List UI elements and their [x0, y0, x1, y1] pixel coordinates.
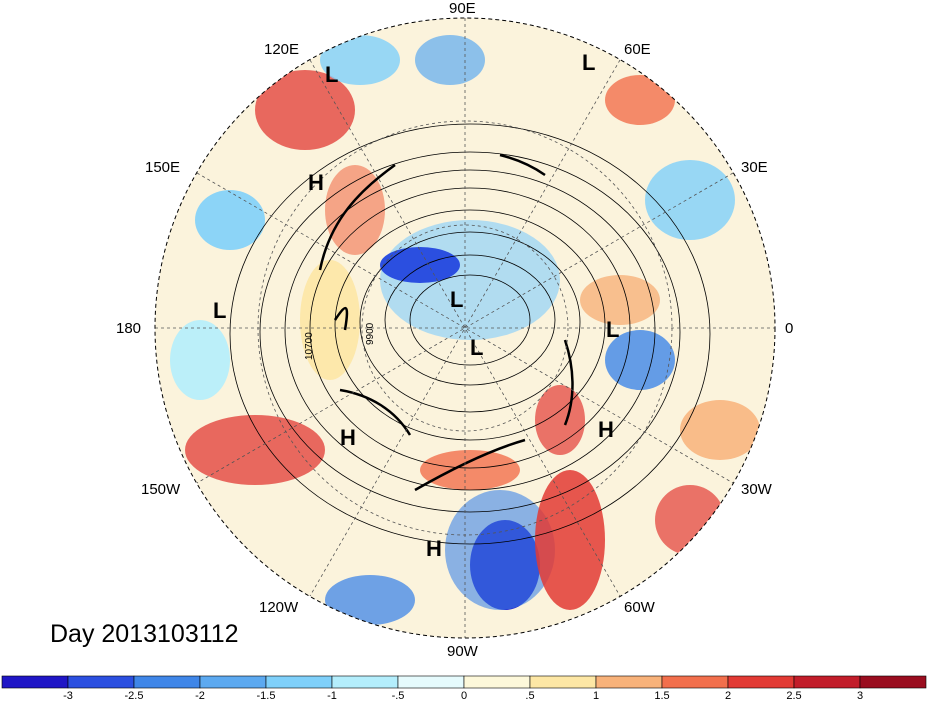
- colorbar: -3 -2.5 -2 -1.5 -1 -.5 0 .5 1 1.5 2 2.5 3: [1, 675, 927, 702]
- lon-label-30e: 30E: [741, 159, 768, 176]
- colorbar-swatch: [67, 675, 135, 689]
- colorbar-swatch: [265, 675, 333, 689]
- lon-label-90w: 90W: [447, 643, 478, 660]
- lon-label-90e: 90E: [449, 0, 476, 17]
- pressure-centers: L L H L L L L H H H: [213, 50, 619, 561]
- colorbar-swatch: [331, 675, 399, 689]
- jet-contours: [318, 153, 574, 492]
- pressure-center-marker: L: [470, 335, 483, 360]
- lon-label-180: 180: [116, 320, 142, 337]
- colorbar-swatch: [661, 675, 729, 689]
- meridians: [155, 18, 775, 638]
- lon-label-60e: 60E: [624, 41, 651, 58]
- pressure-center-marker: L: [582, 50, 595, 75]
- page-title: Day 2013103112: [50, 620, 239, 648]
- lon-label-30w: 30W: [741, 481, 772, 498]
- pressure-center-marker: H: [308, 170, 324, 195]
- colorbar-swatch: [199, 675, 267, 689]
- pressure-center-marker: H: [426, 536, 442, 561]
- colorbar-swatch: [529, 675, 597, 689]
- contour-label: 9900: [365, 322, 376, 345]
- lon-label-60w: 60W: [624, 599, 655, 616]
- colorbar-swatch: [463, 675, 531, 689]
- colorbar-swatch: [397, 675, 465, 689]
- colorbar-swatch: [727, 675, 795, 689]
- anomaly-field: [155, 18, 775, 638]
- colorbar-tick-label: -1.5: [257, 690, 276, 702]
- lon-label-0: 0: [785, 320, 794, 337]
- pressure-center-marker: H: [598, 417, 614, 442]
- lon-label-150e: 150E: [145, 159, 181, 176]
- colorbar-swatch: [793, 675, 861, 689]
- lon-label-120e: 120E: [264, 41, 300, 58]
- pressure-center-marker: L: [450, 287, 463, 312]
- pressure-center-marker: H: [340, 425, 356, 450]
- lon-label-120w: 120W: [259, 599, 299, 616]
- colorbar-swatch: [133, 675, 201, 689]
- colorbar-tick-label: 1: [593, 690, 599, 702]
- colorbar-tick-label: .5: [525, 690, 534, 702]
- colorbar-tick-label: 2.5: [786, 690, 801, 702]
- colorbar-swatch: [859, 675, 927, 689]
- colorbar-tick-label: 2: [725, 690, 731, 702]
- lon-label-150w: 150W: [141, 481, 181, 498]
- colorbar-tick-label: -1: [327, 690, 337, 702]
- colorbar-tick-label: 0: [461, 690, 467, 702]
- colorbar-tick-label: -2: [195, 690, 205, 702]
- pressure-center-marker: L: [606, 317, 619, 342]
- contour-label: 10700: [304, 332, 315, 360]
- colorbar-tick-label: -3: [63, 690, 73, 702]
- colorbar-swatch: [595, 675, 663, 689]
- colorbar-swatch: [1, 675, 69, 689]
- pressure-center-marker: L: [325, 62, 338, 87]
- map-boundary: [154, 17, 776, 639]
- height-contours: [229, 123, 711, 545]
- colorbar-tick-label: -2.5: [125, 690, 144, 702]
- colorbar-tick-label: -.5: [392, 690, 405, 702]
- colorbar-tick-label: 1.5: [654, 690, 669, 702]
- colorbar-tick-label: 3: [857, 690, 863, 702]
- pressure-center-marker: L: [213, 298, 226, 323]
